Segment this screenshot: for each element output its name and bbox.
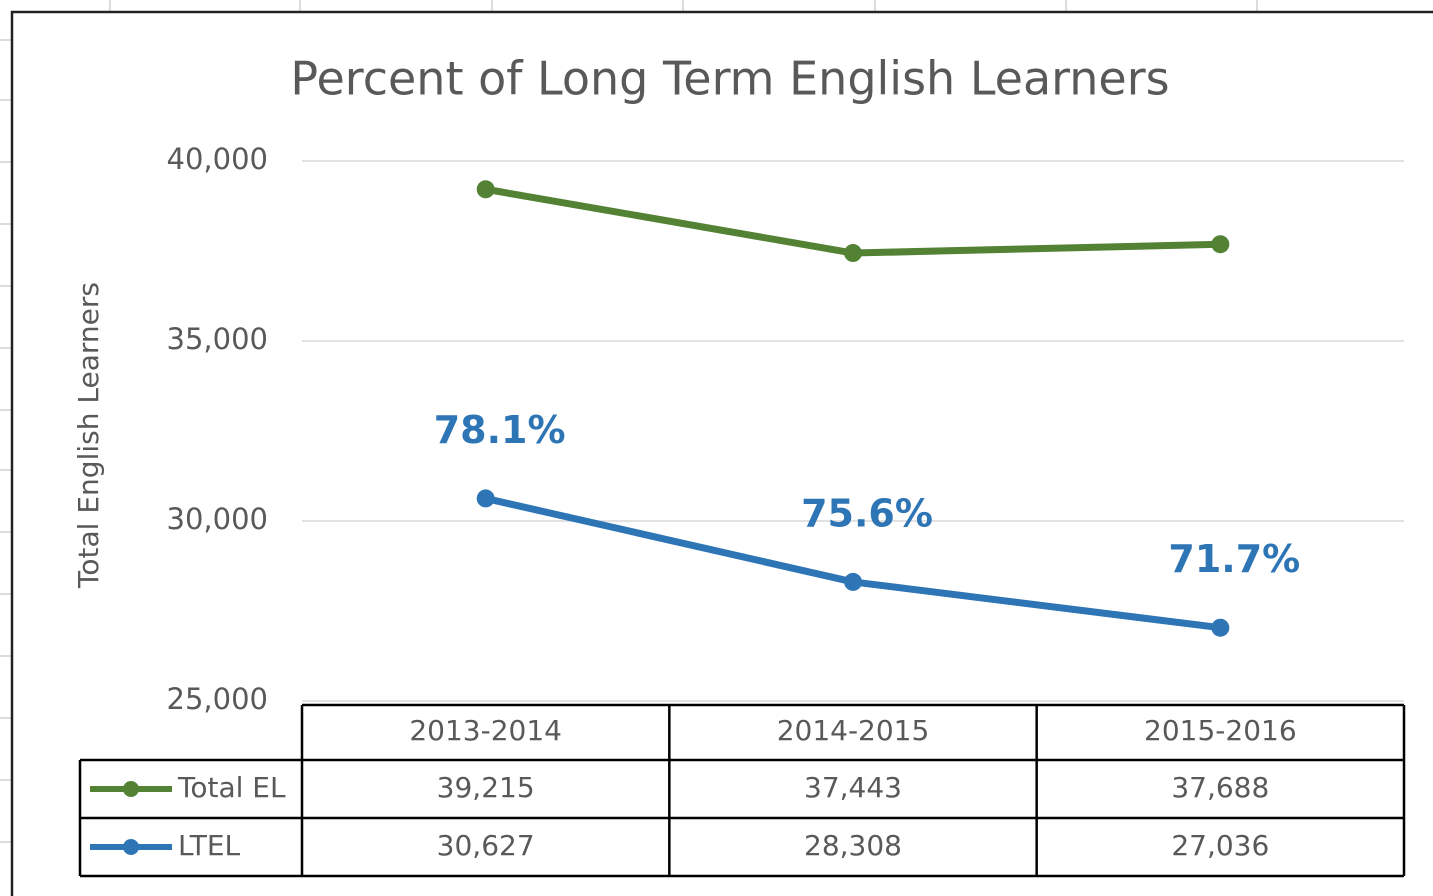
y-axis-label: Total English Learners [72, 282, 105, 589]
table-value: 37,443 [804, 771, 902, 804]
table-value: 39,215 [437, 771, 535, 804]
legend-label: Total EL [177, 771, 286, 804]
annotation: 71.7% [1168, 537, 1300, 581]
legend-key-marker [123, 781, 139, 797]
marker [1211, 235, 1230, 254]
marker [844, 572, 862, 591]
chart-border [10, 10, 1433, 896]
y-tick-label: 35,000 [167, 322, 268, 356]
table-value: 27,036 [1171, 829, 1269, 862]
sheet-grid [0, 0, 1258, 843]
marker [476, 489, 495, 508]
y-tick-label: 25,000 [167, 682, 268, 716]
annotation: 75.6% [801, 491, 933, 535]
x-tick-label: 2013-2014 [409, 714, 562, 747]
legend-key-marker [123, 839, 139, 855]
marker [476, 180, 495, 199]
annotation: 78.1% [434, 408, 566, 452]
table-value: 37,688 [1171, 771, 1269, 804]
x-tick-label: 2015-2016 [1144, 714, 1297, 747]
legend-label: LTEL [178, 829, 241, 862]
chart-title: Percent of Long Term English Learners [290, 52, 1169, 106]
table-value: 28,308 [804, 829, 902, 862]
table-value: 30,627 [437, 829, 535, 862]
marker [844, 244, 862, 263]
x-tick-label: 2014-2015 [777, 714, 930, 747]
y-tick-label: 30,000 [167, 502, 268, 536]
y-tick-label: 40,000 [167, 142, 268, 176]
marker [1211, 618, 1230, 637]
